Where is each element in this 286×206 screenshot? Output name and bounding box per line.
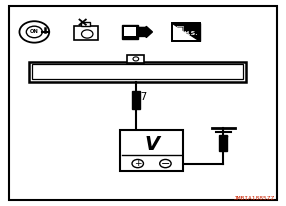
Circle shape bbox=[82, 30, 93, 38]
Bar bbox=[219, 135, 227, 151]
Circle shape bbox=[133, 57, 139, 61]
Polygon shape bbox=[172, 23, 200, 41]
Bar bbox=[122, 25, 138, 39]
Bar bbox=[74, 26, 98, 40]
FancyArrow shape bbox=[138, 26, 152, 38]
Text: +: + bbox=[134, 159, 142, 168]
Bar bbox=[127, 55, 144, 63]
Text: V: V bbox=[144, 135, 159, 154]
Bar bbox=[120, 130, 183, 171]
Text: JMBIA1885ZZ: JMBIA1885ZZ bbox=[233, 196, 275, 201]
Text: 77: 77 bbox=[134, 92, 148, 102]
Circle shape bbox=[19, 21, 49, 43]
Circle shape bbox=[26, 26, 42, 38]
Bar bbox=[172, 23, 200, 41]
Text: ▣: ▣ bbox=[175, 25, 184, 34]
Bar bbox=[32, 64, 243, 79]
Text: −: − bbox=[161, 159, 170, 169]
Bar bbox=[172, 23, 200, 41]
Text: ON: ON bbox=[30, 29, 39, 34]
Bar bbox=[81, 22, 90, 26]
Text: H.S.: H.S. bbox=[184, 31, 198, 36]
Bar bbox=[29, 62, 246, 82]
Circle shape bbox=[160, 159, 171, 168]
Bar bbox=[124, 27, 136, 36]
Circle shape bbox=[132, 159, 144, 168]
Bar bbox=[132, 91, 140, 109]
